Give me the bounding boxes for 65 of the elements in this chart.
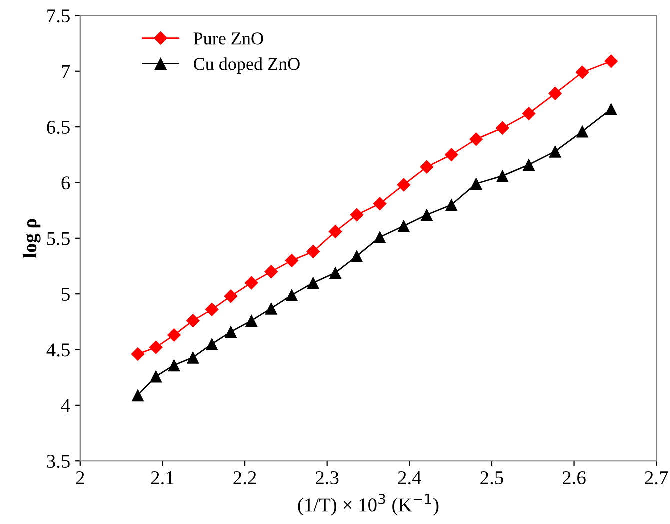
point xyxy=(398,220,410,232)
point xyxy=(264,264,278,279)
point xyxy=(286,288,298,302)
point xyxy=(522,106,536,121)
point xyxy=(576,66,590,80)
point xyxy=(150,370,162,383)
point xyxy=(548,86,562,101)
point xyxy=(328,224,342,239)
point xyxy=(224,289,238,304)
point xyxy=(224,326,238,338)
point xyxy=(168,359,180,372)
y-tick-label: 6 xyxy=(62,176,70,190)
x-tick-label: 2.4 xyxy=(398,471,422,485)
point xyxy=(549,145,562,158)
point xyxy=(470,178,483,190)
point xyxy=(496,121,510,136)
x-tick-label: 2.3 xyxy=(316,471,339,485)
point xyxy=(350,250,364,262)
y-tick-label: 5.5 xyxy=(48,232,70,246)
point xyxy=(445,198,458,212)
x-axis-title: (1/T) × 10$^{3}$ (K$^{−1}$) xyxy=(298,494,439,516)
point xyxy=(444,148,459,162)
point xyxy=(420,160,434,174)
point xyxy=(420,208,434,222)
x-tick-label: 2.5 xyxy=(480,471,504,485)
point xyxy=(205,302,219,317)
y-tick-label: 6.5 xyxy=(47,120,70,134)
y-tick-label: 7.5 xyxy=(48,10,70,23)
point xyxy=(522,158,536,172)
point xyxy=(244,276,258,290)
point xyxy=(307,276,320,290)
y-tick-label: 3.5 xyxy=(47,454,70,468)
x-tick-label: 2.7 xyxy=(645,471,668,485)
x-tick-label: 2.2 xyxy=(234,471,256,485)
point xyxy=(186,314,200,328)
point xyxy=(496,170,509,182)
point xyxy=(285,254,299,268)
point xyxy=(329,266,342,280)
point xyxy=(131,347,145,362)
y-tick-label: 5 xyxy=(62,288,70,302)
y-tick-label: 4.5 xyxy=(46,344,70,357)
point xyxy=(265,302,278,315)
point xyxy=(374,231,386,244)
x-tick-label: 2.1 xyxy=(151,471,174,485)
point xyxy=(373,197,387,211)
point xyxy=(149,340,164,354)
point xyxy=(576,125,589,138)
x-tick-label: 2.6 xyxy=(562,471,586,485)
y-tick-label: 4 xyxy=(61,399,70,412)
point xyxy=(186,351,200,364)
legend-label: Cu doped ZnO xyxy=(194,58,300,74)
point xyxy=(469,132,484,146)
point xyxy=(397,178,411,192)
point xyxy=(350,208,364,222)
y-axis-title: log ρ xyxy=(23,219,41,258)
y-tick-label: 7 xyxy=(62,65,70,78)
point xyxy=(167,328,182,342)
point xyxy=(245,314,258,328)
point xyxy=(605,103,618,116)
point xyxy=(206,338,218,350)
legend-label: Pure ZnO xyxy=(194,32,264,45)
point xyxy=(132,389,144,402)
point xyxy=(306,244,320,259)
point xyxy=(604,54,618,68)
x-tick-label: 2 xyxy=(76,471,84,484)
